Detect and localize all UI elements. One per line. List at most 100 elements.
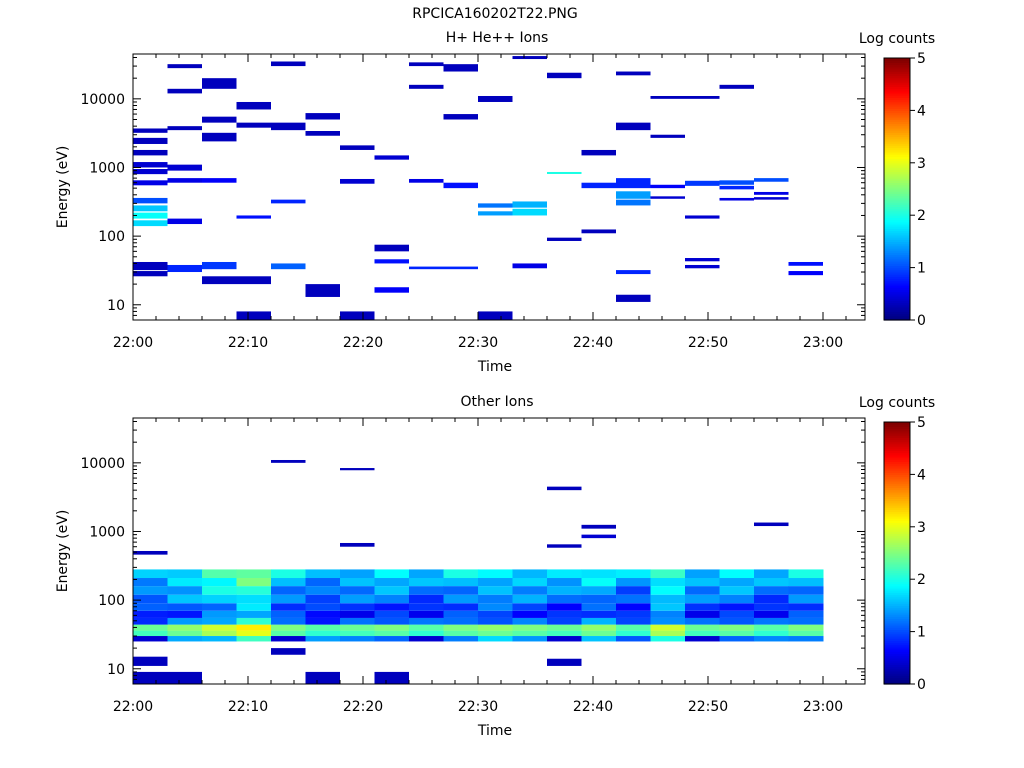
- colorbar-step: [884, 483, 910, 486]
- heatmap-cell: [719, 610, 755, 618]
- heatmap-cell: [202, 78, 237, 89]
- heatmap-cell: [236, 594, 272, 604]
- colorbar-step: [884, 271, 910, 275]
- heatmap-cell: [167, 586, 203, 595]
- x-tick-label: 23:00: [803, 699, 843, 715]
- colorbar-step: [884, 515, 910, 519]
- colorbar-step: [884, 90, 910, 94]
- heatmap-cell: [133, 137, 168, 144]
- y-axis: 10 100 1000 10000: [80, 57, 865, 321]
- heatmap-cell: [340, 468, 375, 471]
- heatmap-cell: [409, 624, 444, 631]
- colorbar-step: [884, 167, 910, 170]
- colorbar-step: [884, 666, 910, 670]
- heatmap-cell: [305, 624, 341, 631]
- heatmap-cell: [409, 178, 444, 183]
- heatmap-cell: [305, 636, 341, 642]
- heatmap-cell: [616, 191, 651, 199]
- colorbar-step: [884, 300, 910, 304]
- colorbar-step: [884, 241, 910, 245]
- colorbar-step: [884, 99, 910, 103]
- colorbar-step: [884, 77, 910, 81]
- colorbar-step: [884, 670, 910, 674]
- y-tick-label: 10000: [80, 456, 125, 472]
- heatmap-cell: [374, 155, 409, 160]
- colorbar-step: [884, 285, 910, 288]
- heatmap-cell: [581, 617, 617, 625]
- colorbar-step: [884, 472, 910, 475]
- heatmap-cell: [133, 624, 168, 631]
- colorbar-step: [884, 430, 910, 434]
- colorbar-step: [884, 448, 910, 451]
- heatmap-cell: [478, 624, 513, 631]
- heatmap-cell: [581, 594, 617, 604]
- heatmap-cell: [409, 266, 444, 270]
- colorbar-step: [884, 154, 910, 157]
- colorbar-step: [884, 443, 910, 447]
- colorbar-step: [884, 191, 910, 194]
- heatmap-cell: [271, 459, 306, 463]
- heatmap-cell: [685, 594, 720, 604]
- heatmap-cell: [271, 624, 306, 631]
- heatmap-cell: [788, 610, 824, 618]
- heatmap-cell: [133, 128, 168, 133]
- colorbar-step: [884, 274, 910, 277]
- colorbar-step: [884, 644, 910, 648]
- heatmap-cell: [443, 64, 478, 72]
- colorbar-step: [884, 125, 910, 129]
- heatmap-cell: [133, 205, 168, 212]
- plot-frame: [132, 53, 866, 321]
- heatmap-cell: [547, 603, 582, 611]
- heatmap-cell: [409, 630, 444, 637]
- heatmap-cell: [719, 578, 755, 587]
- colorbar-step: [884, 609, 910, 613]
- heatmap-cell: [581, 578, 617, 587]
- heatmap-cell: [685, 95, 720, 99]
- heatmap-cell: [133, 271, 168, 277]
- heatmap-cell: [305, 578, 341, 587]
- colorbar-step: [884, 441, 910, 445]
- heatmap-cell: [581, 149, 616, 156]
- colorbar-step: [884, 539, 910, 543]
- heatmap-cell: [616, 630, 651, 637]
- heatmap-cell: [616, 578, 651, 587]
- heatmap-cell: [443, 578, 479, 587]
- colorbar-step: [884, 263, 910, 267]
- colorbar-step: [884, 291, 910, 295]
- heatmap-cell: [374, 244, 409, 252]
- colorbar-step: [884, 463, 910, 467]
- heatmap-cell: [685, 569, 720, 579]
- colorbar-step: [884, 315, 910, 319]
- colorbar-step: [884, 446, 910, 449]
- heatmap-cell: [340, 617, 375, 625]
- x-tick-label: 22:30: [458, 699, 498, 715]
- colorbar-step: [884, 572, 910, 576]
- heatmap-cell: [754, 610, 789, 618]
- colorbar-step: [884, 511, 910, 515]
- colorbar-step: [884, 184, 910, 188]
- colorbar-tick-label: 3: [917, 156, 926, 172]
- heatmap-cell: [167, 594, 203, 604]
- heatmap-cell: [788, 578, 824, 587]
- y-axis-label: Energy (eV): [55, 146, 71, 229]
- colorbar-step: [884, 302, 910, 306]
- colorbar-step: [884, 474, 910, 478]
- heatmap-cell: [374, 594, 410, 604]
- colorbar-step: [884, 439, 910, 443]
- heatmap-cell: [271, 61, 306, 67]
- colorbar-step: [884, 92, 910, 96]
- heatmap-cell: [167, 603, 203, 611]
- heatmap-cell: [305, 594, 341, 604]
- heatmap-cell: [167, 218, 202, 225]
- heatmap-cell: [650, 578, 686, 587]
- heatmap-cell: [547, 72, 582, 79]
- heatmap-cell: [616, 636, 651, 642]
- heatmap-cell: [305, 131, 340, 136]
- heatmap-cell: [754, 569, 789, 579]
- colorbar-step: [884, 71, 910, 74]
- colorbar-step: [884, 528, 910, 532]
- heatmap-cell: [719, 84, 754, 89]
- colorbar-step: [884, 605, 910, 609]
- heatmap-cell: [133, 578, 168, 587]
- heatmap-cell: [271, 617, 306, 625]
